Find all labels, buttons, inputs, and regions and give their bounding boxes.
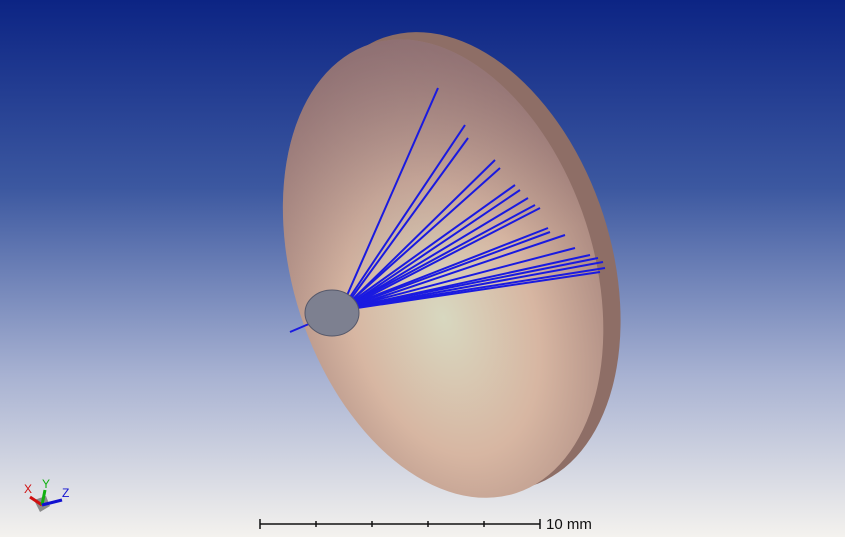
scale-bar-label: 10 mm — [546, 516, 592, 533]
z-axis-label: Z — [62, 486, 69, 500]
source-disc — [305, 290, 359, 336]
viewport-3d[interactable]: X Y Z 10 mm — [0, 0, 845, 537]
x-axis-label: X — [24, 482, 32, 496]
page: X Y Z 10 mm (() => { const data = JSON.p… — [0, 0, 845, 537]
y-axis-label: Y — [42, 477, 50, 491]
